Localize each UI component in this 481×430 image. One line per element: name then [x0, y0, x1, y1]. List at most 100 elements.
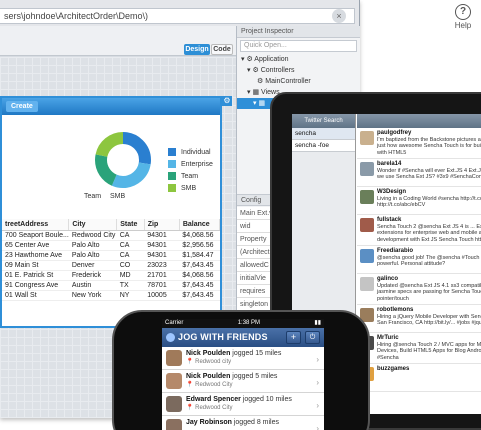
legend-label: Team	[181, 172, 199, 180]
power-button[interactable]: ⏻	[305, 331, 320, 344]
app-logo-icon	[166, 333, 175, 342]
tree-item-controllers[interactable]: ▾ ⚙ Controllers	[247, 67, 295, 74]
activity-line: Nick Poulden jogged 15 miles	[186, 350, 324, 357]
search-item[interactable]: sencha -foe	[292, 140, 355, 152]
table-row[interactable]: 700 Seaport Boule... Redwood City CA 94301 $…	[2, 230, 220, 241]
iphone-screen: Carrier 1:38 PM ▮▮ JOG WITH FRIENDS + ⏻ …	[162, 319, 324, 430]
quick-open-input[interactable]: Quick Open...	[240, 40, 357, 52]
tree-label: Application	[254, 56, 289, 63]
config-search[interactable]: wid	[237, 220, 277, 233]
tweet-list: paulgodfrey I'm baptized from the Backsto…	[357, 128, 481, 392]
table-row[interactable]: 01 Wall St New York NY 10005 $7,643.45	[2, 290, 220, 301]
tree-item-views[interactable]: ▾ ▦ Views	[247, 89, 280, 96]
list-item[interactable]: Jay Robinson jogged 8 miles ›	[162, 416, 324, 430]
donut-ring-enterprise	[95, 132, 151, 188]
tree-item-application[interactable]: ▾ ⚙ Application	[241, 56, 289, 63]
cell: Redwood City	[68, 230, 117, 241]
create-button[interactable]: Create	[6, 101, 38, 112]
cell: Palo Alto	[68, 240, 117, 251]
cell: 700 Seaport Boule...	[2, 230, 69, 241]
cell: Denver	[68, 260, 117, 271]
tweet-user: Freediarabio	[377, 248, 414, 254]
accounts-grid[interactable]: treetAddress City State Zip Balance 700 …	[2, 219, 221, 301]
tweet-user: galinco	[377, 276, 399, 282]
activity-line: Jay Robinson jogged 8 miles	[186, 419, 324, 426]
cell: 21701	[144, 270, 180, 281]
tweet-item[interactable]: fullstack Sencha Touch 2 @sencha Ext JS 4…	[357, 215, 481, 246]
tree-label: Views	[261, 89, 280, 96]
tweet-item[interactable]: Freediarabio @sencha good job! The @sench…	[357, 246, 481, 274]
app-panel-preview[interactable]: Create Team SMB Individual Enterprise Te…	[0, 96, 222, 328]
legend-label: Individual	[181, 148, 211, 156]
carrier-label: Carrier	[165, 320, 184, 326]
list-item[interactable]: Edward Spencer jogged 10 miles 📍 Redwood…	[162, 393, 324, 416]
table-row[interactable]: 01 E. Patrick St Frederick MD 21701 $4,068.5…	[2, 270, 220, 281]
sidebar-title: Twitter Search	[292, 114, 355, 128]
property-item[interactable]: (Architect	[237, 246, 277, 259]
property-item[interactable]: initialVie	[237, 272, 277, 285]
help-button[interactable]: ? Help	[448, 4, 478, 30]
activity-line: Nick Poulden jogged 5 miles	[186, 373, 324, 380]
code-tab[interactable]: Code	[211, 44, 233, 55]
location-line: 📍 Redwood city	[186, 359, 232, 365]
avatar	[166, 419, 182, 430]
property-item[interactable]: allowedC	[237, 259, 277, 272]
canvas-toolbar: Design Code	[0, 26, 236, 56]
list-item[interactable]: Nick Poulden jogged 5 miles 📍 Redwood Ci…	[162, 370, 324, 393]
cell: $7,643.45	[179, 290, 220, 301]
runner-name: Jay Robinson	[186, 419, 232, 426]
tweet-item[interactable]: robotlemons Hiring a jQuery Mobile Develo…	[357, 305, 481, 333]
list-item[interactable]: Nick Poulden jogged 15 miles 📍 Redwood c…	[162, 347, 324, 370]
add-button[interactable]: +	[286, 331, 301, 344]
tweet-user: MrTuric	[377, 335, 399, 341]
close-icon[interactable]: ×	[332, 9, 346, 23]
search-item[interactable]: sencha	[292, 128, 355, 140]
activity-text: jogged 10 miles	[242, 396, 292, 403]
tweet-item[interactable]: MrTuric Hiring @sencha Touch 2 / MVC apps…	[357, 333, 481, 364]
col-header-city[interactable]: City	[68, 219, 118, 231]
donut-ring-team	[95, 132, 151, 188]
cell: Frederick	[68, 270, 117, 281]
cell: CO	[116, 260, 145, 271]
col-header-state[interactable]: State	[116, 219, 145, 231]
legend-swatch	[168, 160, 176, 168]
property-item[interactable]: requires	[237, 285, 277, 298]
tree-item-maincontroller[interactable]: ⚙ MainController	[257, 78, 311, 85]
tweet-item[interactable]: barela14 Wonder if #Sencha will ever Ext.…	[357, 159, 481, 187]
col-header-balance[interactable]: Balance	[179, 219, 221, 231]
col-header-zip[interactable]: Zip	[144, 219, 180, 231]
cell: 09 Main St	[2, 260, 69, 271]
app-title: JOG WITH FRIENDS	[178, 332, 268, 342]
location-text: Redwood City	[195, 382, 233, 388]
cell: 01 Wall St	[2, 290, 69, 301]
tweet-item[interactable]: W3Design Living in a Coding World #sencha…	[357, 187, 481, 215]
tweet-item[interactable]: galinco Updated @sencha Ext JS 4.1 ss3 co…	[357, 274, 481, 305]
legend-label: Enterprise	[181, 160, 213, 168]
table-row[interactable]: 91 Congress Ave Austin TX 78701 $7,643.45	[2, 280, 220, 291]
chevron-right-icon: ›	[316, 424, 319, 430]
tweet-user: paulgodfrey	[377, 130, 412, 136]
cell: $1,584.47	[179, 250, 220, 261]
config-row[interactable]: Main Ext.vi	[237, 207, 277, 220]
design-tab[interactable]: Design	[184, 44, 210, 55]
location-text: Redwood City	[195, 405, 233, 411]
legend-swatch	[168, 172, 176, 180]
cell: 94301	[144, 240, 180, 251]
donut-chart[interactable]: Team SMB	[78, 120, 168, 200]
tweet-item[interactable]: buzzgames	[357, 364, 481, 392]
avatar	[360, 162, 374, 176]
col-header-street[interactable]: treetAddress	[2, 219, 70, 231]
battery-icon: ▮▮	[314, 320, 321, 326]
tweet-text: Sencha Touch 2 @sencha Ext JS 4 is ... E…	[377, 223, 481, 243]
runner-name: Edward Spencer	[186, 396, 241, 403]
legend-swatch	[168, 148, 176, 156]
cell: $4,068.56	[179, 270, 220, 281]
table-row[interactable]: 09 Main St Denver CO 23023 $7,643.45	[2, 260, 220, 271]
tweet-item[interactable]: paulgodfrey I'm baptized from the Backsto…	[357, 128, 481, 159]
gear-icon[interactable]: ⚙	[222, 96, 232, 106]
cell: 10005	[144, 290, 180, 301]
project-path-field[interactable]: sers\johndoe\ArchitectOrder\Demo\)	[0, 8, 355, 24]
table-row[interactable]: 65 Center Ave Palo Alto CA 94301 $2,956.56	[2, 240, 220, 251]
table-row[interactable]: 23 Hawthorne Ave Palo Alto CA 94301 $1,584.4…	[2, 250, 220, 261]
cell: CA	[116, 230, 145, 241]
